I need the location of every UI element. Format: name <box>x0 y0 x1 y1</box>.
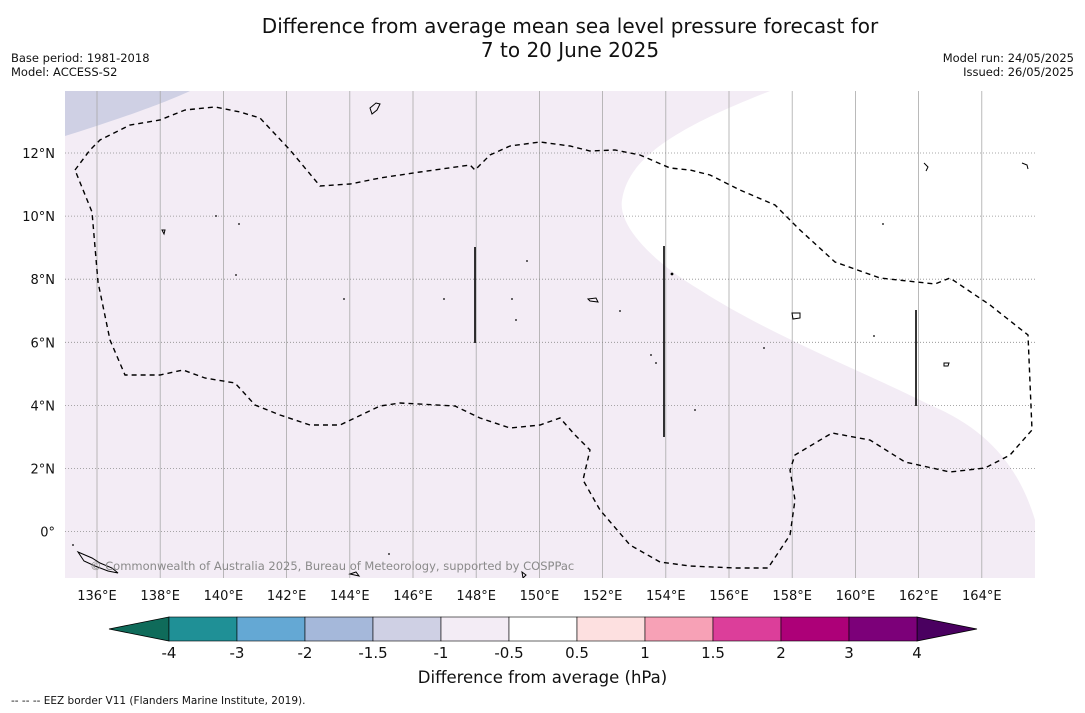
title-line-1: Difference from average mean sea level p… <box>261 14 879 38</box>
colorbar-tick-label: -1 <box>434 644 449 662</box>
longitude-tick-label: 148°E <box>456 589 496 604</box>
colorbar-tick-label: 0.5 <box>565 644 589 662</box>
longitude-tick-label: 164°E <box>962 589 1002 604</box>
latitude-tick-label: 12°N <box>22 147 55 162</box>
latitude-tick-labels: 12°N 10°N 8°N 6°N 4°N 2°N 0° <box>22 147 55 541</box>
colorbar-segment <box>780 616 850 642</box>
colorbar-segment <box>304 616 374 642</box>
longitude-tick-labels: 136°E 138°E 140°E 142°E 144°E 146°E 148°E 150°E… <box>77 589 1001 604</box>
model-name: Model: ACCESS-S2 <box>11 65 118 79</box>
longitude-tick-label: 158°E <box>772 589 812 604</box>
colorbar-tick-label: 4 <box>912 644 922 662</box>
colorbar-tick-label: -3 <box>230 644 245 662</box>
gridlines <box>65 91 1035 578</box>
longitude-tick-label: 152°E <box>583 589 623 604</box>
eez-border <box>74 106 1033 569</box>
eez-footnote: -- -- -- EEZ border V11 (Flanders Marine… <box>11 695 306 707</box>
latitude-tick-label: 4°N <box>31 399 56 414</box>
model-run: Model run: 24/05/2025 <box>942 51 1074 65</box>
longitude-tick-label: 138°E <box>140 589 180 604</box>
colorbar-tick-label: -2 <box>298 644 313 662</box>
colorbar-segment <box>372 616 442 642</box>
latitude-tick-label: 0° <box>40 526 55 541</box>
colorbar-segment <box>644 616 714 642</box>
base-period: Base period: 1981-2018 <box>11 51 150 65</box>
latitude-tick-label: 6°N <box>31 336 56 351</box>
issued-date: Issued: 26/05/2025 <box>963 65 1074 79</box>
anomaly-band-blue-grey <box>65 91 190 136</box>
longitude-tick-label: 146°E <box>393 589 433 604</box>
colorbar-segment <box>236 616 306 642</box>
colorbar-segment <box>712 616 782 642</box>
longitude-tick-label: 162°E <box>899 589 939 604</box>
colorbar-label: Difference from average (hPa) <box>417 668 668 687</box>
eez-segment-lines <box>474 246 917 437</box>
colorbar-tick-label: -4 <box>162 644 177 662</box>
latitude-tick-label: 10°N <box>22 210 55 225</box>
colorbar-segment <box>508 616 578 642</box>
map-area: © Commonwealth of Australia 2025, Bureau… <box>65 91 1035 578</box>
meta-left: Base period: 1981-2018 Model: ACCESS-S2 <box>11 51 150 79</box>
longitude-tick-label: 140°E <box>204 589 244 604</box>
longitude-tick-label: 160°E <box>836 589 876 604</box>
colorbar-segment <box>848 616 918 642</box>
longitude-tick-label: 154°E <box>646 589 686 604</box>
copyright-credit: © Commonwealth of Australia 2025, Bureau… <box>90 559 574 573</box>
latitude-tick-label: 8°N <box>31 273 56 288</box>
colorbar-tick-label: 3 <box>844 644 854 662</box>
colorbar-high-extend <box>916 616 978 642</box>
longitude-tick-label: 150°E <box>520 589 560 604</box>
title-line-2: 7 to 20 June 2025 <box>480 38 660 62</box>
meta-right: Model run: 24/05/2025 Issued: 26/05/2025 <box>943 51 1074 79</box>
longitude-tick-label: 136°E <box>77 589 117 604</box>
small-islets <box>72 215 884 555</box>
colorbar-segment <box>168 616 238 642</box>
longitude-tick-label: 144°E <box>330 589 370 604</box>
islands <box>76 102 1029 578</box>
colorbar-segment <box>576 616 646 642</box>
colorbar-tick-label: 2 <box>776 644 786 662</box>
chart-title: Difference from average mean sea level p… <box>0 14 1085 62</box>
colorbar-tick-label: 1 <box>640 644 650 662</box>
longitude-tick-label: 156°E <box>709 589 749 604</box>
colorbar: -4 -3 -2 -1.5 -1 -0.5 0.5 1 1.5 2 3 4 <box>108 616 978 662</box>
longitude-tick-label: 142°E <box>267 589 307 604</box>
colorbar-low-extend <box>108 616 170 642</box>
colorbar-tick-label: -0.5 <box>494 644 523 662</box>
latitude-tick-label: 2°N <box>31 463 56 478</box>
colorbar-tick-label: 1.5 <box>701 644 725 662</box>
colorbar-tick-label: -1.5 <box>358 644 387 662</box>
anomaly-band-white <box>621 91 1035 520</box>
colorbar-segment <box>440 616 510 642</box>
